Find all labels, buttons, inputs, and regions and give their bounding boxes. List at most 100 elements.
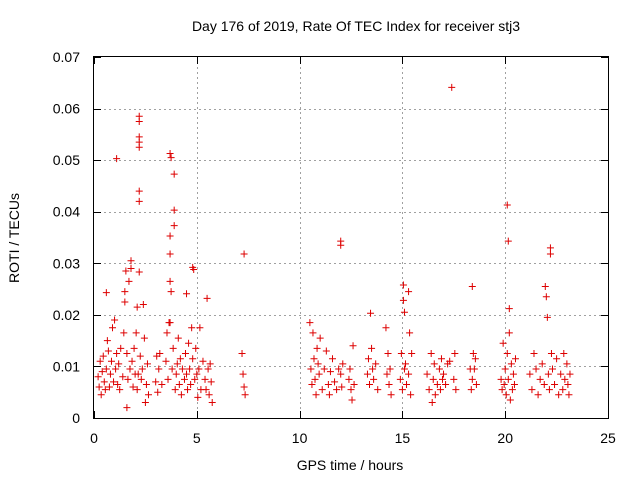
data-point [174,334,182,342]
data-point [345,375,353,383]
data-point [142,380,150,388]
data-point [180,375,188,383]
data-point [130,344,138,352]
data-point [407,391,415,399]
data-point [324,380,332,388]
data-point [203,294,211,302]
data-point [206,360,214,368]
data-point [507,360,515,368]
data-point [171,386,179,394]
data-point [113,350,121,358]
data-point [401,360,409,368]
data-point [104,347,112,355]
data-point [169,344,177,352]
data-point [208,399,216,407]
data-point [306,319,314,327]
data-point [399,296,407,304]
data-point [111,316,119,324]
data-point [195,365,203,373]
data-point [202,386,210,394]
data-point [348,396,356,404]
tick-labels: 0 5 10 15 20 25 0 0.01 0.02 0.03 0.04 0.05 0.06 0.07 [53,49,616,446]
data-point [123,404,131,412]
data-point [328,355,336,363]
data-point [498,386,506,394]
data-point [450,375,458,383]
data-point [369,365,377,373]
data-point [239,370,247,378]
data-point [183,370,191,378]
data-point [559,386,567,394]
data-point [115,360,123,368]
data-point [135,117,143,125]
data-point [403,380,411,388]
data-point [143,360,151,368]
data-point [508,386,516,394]
data-point [346,365,354,373]
x-tick-label: 0 [90,430,98,446]
data-point [366,380,374,388]
data-point [532,365,540,373]
data-point [156,350,164,358]
data-point [189,355,197,363]
data-point [129,383,137,391]
grid-lines [94,57,608,418]
data-point [530,350,538,358]
data-point [370,375,378,383]
data-point [107,357,115,365]
data-point [326,368,334,376]
data-point [452,386,460,394]
data-point [397,350,405,358]
data-points [94,83,574,412]
data-point [387,391,395,399]
data-point [96,357,104,365]
data-point [386,365,394,373]
data-point [325,391,333,399]
data-point [112,365,120,373]
data-point [337,241,345,249]
data-point [423,370,431,378]
data-point [541,282,549,290]
data-point [207,378,215,386]
data-point [141,399,149,407]
data-point [431,391,439,399]
y-tick-label: 0 [72,410,80,426]
data-point [187,380,195,388]
data-point [177,391,185,399]
data-point [184,386,192,394]
data-point [442,380,450,388]
data-point [448,83,456,91]
data-point [544,370,552,378]
data-point [435,365,443,373]
data-point [238,350,246,358]
data-point [374,386,382,394]
x-tick-label: 20 [497,430,513,446]
x-tick-label: 10 [292,430,308,446]
data-point [138,365,146,373]
data-point [438,375,446,383]
y-tick-label: 0.04 [53,204,80,220]
y-tick-label: 0.01 [53,358,80,374]
data-point [399,281,407,289]
data-point [566,370,574,378]
data-point [338,383,346,391]
data-point [100,378,108,386]
data-point [551,380,559,388]
data-point [468,282,476,290]
data-point [430,360,438,368]
data-point [505,329,513,337]
data-point [560,350,568,358]
data-point [398,386,406,394]
data-point [191,375,199,383]
data-point [188,324,196,332]
data-point [134,370,142,378]
data-point [201,375,209,383]
data-point [240,383,248,391]
data-point [109,324,117,332]
data-point [186,365,194,373]
data-point [167,288,175,296]
data-point [563,360,571,368]
data-point [154,388,162,396]
data-point [162,357,170,365]
data-point [135,187,143,195]
